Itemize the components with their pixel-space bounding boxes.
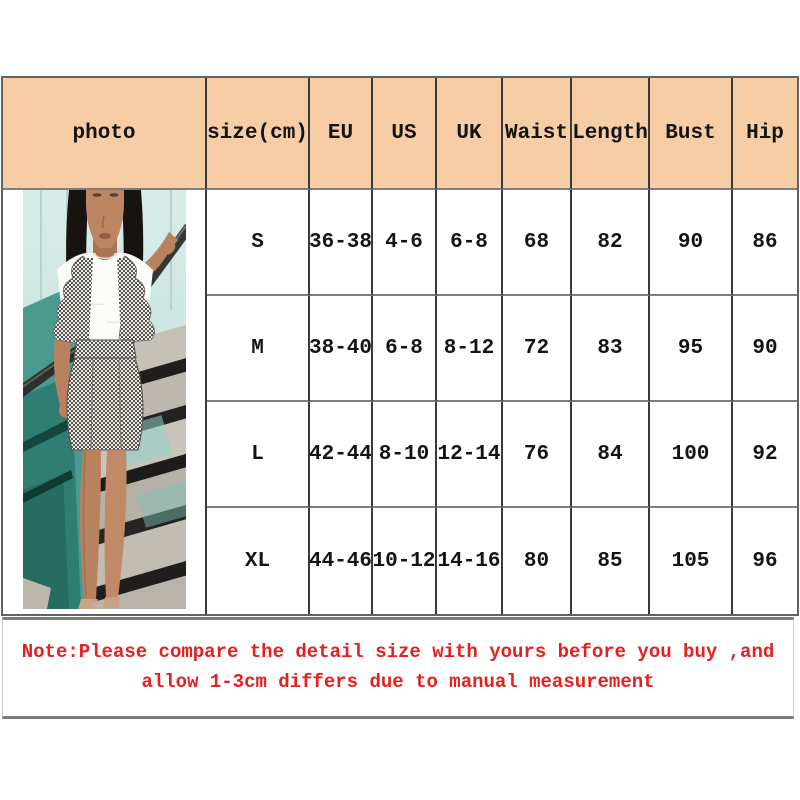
skirt-waistband — [72, 339, 137, 359]
cell-s-hip: 86 — [733, 190, 797, 296]
face — [85, 190, 124, 248]
cell-m-length: 83 — [572, 296, 650, 402]
column-header-hip: Hip — [733, 78, 797, 190]
cell-s-waist: 68 — [503, 190, 572, 296]
column-header-size-cm: size(cm) — [207, 78, 310, 190]
cell-s-bust: 90 — [650, 190, 733, 296]
cell-l-uk: 12-14 — [437, 402, 503, 508]
cell-xl-length: 85 — [572, 508, 650, 614]
floor-tile — [22, 578, 51, 609]
product-photo — [22, 190, 186, 609]
note-line-1: Note:Please compare the detail size with… — [21, 641, 775, 664]
cell-l-hip: 92 — [733, 402, 797, 508]
cell-l-waist: 76 — [503, 402, 572, 508]
cell-m-waist: 72 — [503, 296, 572, 402]
photo-cell — [3, 190, 207, 614]
note-box: Note:Please compare the detail size with… — [2, 617, 794, 719]
cell-s-eu: 36-38 — [310, 190, 373, 296]
cell-xl-hip: 96 — [752, 549, 778, 573]
column-header-length: Length — [572, 78, 650, 190]
legs — [79, 450, 101, 599]
column-header-us: US — [373, 78, 437, 190]
cell-m-uk: 8-12 — [437, 296, 503, 402]
cell-m-eu: 38-40 — [310, 296, 373, 402]
cell-xl-us: 10-12 — [373, 508, 437, 614]
cell-xl-waist: 80 — [503, 508, 572, 614]
column-header-waist: Waist — [503, 78, 572, 190]
cell-xl-eu: 44-46 — [310, 508, 373, 614]
skirt — [66, 357, 143, 451]
cell-m-us: 6-8 — [373, 296, 437, 402]
cell-l-length: 84 — [572, 402, 650, 508]
size-label-l: L — [207, 402, 310, 508]
size-label-s: S — [207, 190, 310, 296]
column-header-photo: photo — [3, 78, 207, 190]
cell-s-us: 4-6 — [373, 190, 437, 296]
cell-l-eu: 42-44 — [310, 402, 373, 508]
size-label-xl: XL — [207, 508, 310, 614]
cell-xl-bust: 105 — [650, 508, 733, 614]
column-header-uk: UK — [437, 78, 503, 190]
cell-m-bust: 95 — [650, 296, 733, 402]
cell-l-us: 8-10 — [373, 402, 437, 508]
size-label-m: M — [207, 296, 310, 402]
cell-xl-uk: 14-16 — [437, 508, 503, 614]
cell-m-hip: 90 — [733, 296, 797, 402]
cell-l-bust: 100 — [650, 402, 733, 508]
size-table: photo size(cm) EU US UK Waist Length Bust Hip S 36… — [1, 76, 799, 616]
cell-s-uk: 6-8 — [437, 190, 503, 296]
column-header-eu: EU — [310, 78, 373, 190]
column-header-bust: Bust — [650, 78, 733, 190]
note-line-2: allow 1-3cm differs due to manual measur… — [141, 671, 655, 693]
cell-s-length: 82 — [572, 190, 650, 296]
model-figure — [52, 190, 178, 609]
